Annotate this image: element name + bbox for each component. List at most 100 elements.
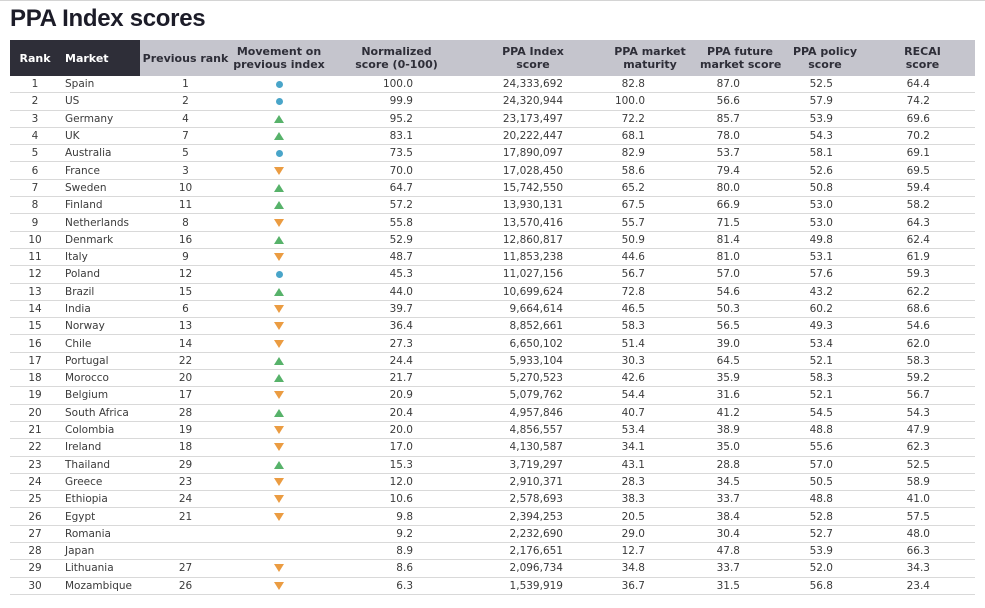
cell-normalized: 99.9 xyxy=(327,92,466,111)
cell-recai: 69.5 xyxy=(870,161,975,180)
cell-normalized: 52.9 xyxy=(327,231,466,249)
cell-market: Poland xyxy=(60,265,140,284)
table-row: 25 Ethiopia 24 10.6 2,578,693 38.3 33.7 48.8 41.… xyxy=(10,490,975,509)
cell-ppa_index: 2,394,253 xyxy=(466,507,600,526)
table-row: 29 Lithuania 27 8.6 2,096,734 34.8 33.7 52.0 34.… xyxy=(10,559,975,578)
cell-market: Australia xyxy=(60,144,140,163)
cell-maturity: 58.3 xyxy=(600,317,700,336)
table-row: 13 Brazil 15 44.0 10,699,624 72.8 54.6 43.2 62.2 xyxy=(10,283,975,301)
cell-rank: 4 xyxy=(10,127,60,146)
cell-movement xyxy=(231,490,327,509)
cell-recai: 66.3 xyxy=(870,542,975,561)
movement-down-icon xyxy=(274,322,284,331)
cell-recai: 62.4 xyxy=(870,231,975,249)
header-future: PPA future market score xyxy=(700,40,781,76)
cell-future: 47.8 xyxy=(700,542,780,561)
cell-future: 31.5 xyxy=(700,577,780,595)
cell-ppa_index: 5,079,762 xyxy=(466,386,600,405)
cell-maturity: 46.5 xyxy=(600,300,700,319)
cell-maturity: 67.5 xyxy=(600,196,700,215)
cell-previous_rank: 20 xyxy=(140,369,231,388)
cell-ppa_index: 17,028,450 xyxy=(466,161,600,180)
cell-previous_rank xyxy=(140,542,231,561)
cell-market: Netherlands xyxy=(60,213,140,232)
cell-recai: 56.7 xyxy=(870,386,975,405)
table-row: 1 Spain 1 100.0 24,333,692 82.8 87.0 52.5 64.4 xyxy=(10,76,975,94)
cell-policy: 57.6 xyxy=(780,265,870,284)
cell-future: 41.2 xyxy=(700,404,780,422)
cell-future: 34.5 xyxy=(700,473,780,492)
cell-rank: 16 xyxy=(10,334,60,353)
cell-previous_rank: 29 xyxy=(140,456,231,474)
cell-rank: 12 xyxy=(10,265,60,284)
cell-maturity: 34.1 xyxy=(600,438,700,457)
cell-normalized: 12.0 xyxy=(327,473,466,492)
cell-movement xyxy=(231,456,327,474)
cell-recai: 41.0 xyxy=(870,490,975,509)
cell-ppa_index: 2,578,693 xyxy=(466,490,600,509)
table-row: 19 Belgium 17 20.9 5,079,762 54.4 31.6 52.1 56.7 xyxy=(10,386,975,405)
cell-recai: 59.3 xyxy=(870,265,975,284)
cell-previous_rank: 15 xyxy=(140,283,231,301)
movement-down-icon xyxy=(274,253,284,262)
cell-recai: 62.0 xyxy=(870,334,975,353)
cell-normalized: 15.3 xyxy=(327,456,466,474)
cell-movement xyxy=(231,473,327,492)
cell-rank: 10 xyxy=(10,231,60,249)
cell-maturity: 36.7 xyxy=(600,577,700,595)
cell-policy: 54.3 xyxy=(780,127,870,146)
table-row: 28 Japan 8.9 2,176,651 12.7 47.8 53.9 66.3 xyxy=(10,542,975,561)
cell-recai: 59.4 xyxy=(870,179,975,198)
cell-ppa_index: 4,856,557 xyxy=(466,421,600,440)
cell-recai: 54.3 xyxy=(870,404,975,422)
cell-ppa_index: 13,570,416 xyxy=(466,213,600,232)
cell-recai: 52.5 xyxy=(870,456,975,474)
cell-ppa_index: 17,890,097 xyxy=(466,144,600,163)
cell-rank: 5 xyxy=(10,144,60,163)
cell-normalized: 45.3 xyxy=(327,265,466,284)
cell-policy: 48.8 xyxy=(780,490,870,509)
cell-previous_rank: 14 xyxy=(140,334,231,353)
cell-movement xyxy=(231,542,327,561)
cell-market: Ethiopia xyxy=(60,490,140,509)
cell-policy: 57.0 xyxy=(780,456,870,474)
cell-recai: 58.3 xyxy=(870,352,975,371)
table-row: 24 Greece 23 12.0 2,910,371 28.3 34.5 50.5 58.9 xyxy=(10,473,975,492)
cell-policy: 52.1 xyxy=(780,352,870,371)
cell-movement xyxy=(231,179,327,198)
cell-ppa_index: 24,320,944 xyxy=(466,92,600,111)
movement-up-icon xyxy=(274,132,284,141)
cell-market: Romania xyxy=(60,525,140,544)
cell-movement xyxy=(231,144,327,163)
cell-previous_rank: 4 xyxy=(140,110,231,128)
table-row: 17 Portugal 22 24.4 5,933,104 30.3 64.5 52.1 58.… xyxy=(10,352,975,371)
cell-previous_rank: 9 xyxy=(140,248,231,267)
cell-policy: 52.8 xyxy=(780,507,870,526)
cell-maturity: 30.3 xyxy=(600,352,700,371)
cell-ppa_index: 11,027,156 xyxy=(466,265,600,284)
table-row: 21 Colombia 19 20.0 4,856,557 53.4 38.9 48.8 47.… xyxy=(10,421,975,440)
cell-previous_rank: 18 xyxy=(140,438,231,457)
movement-same-icon xyxy=(275,270,283,278)
cell-normalized: 20.4 xyxy=(327,404,466,422)
cell-market: Mozambique xyxy=(60,577,140,595)
cell-policy: 60.2 xyxy=(780,300,870,319)
cell-future: 56.5 xyxy=(700,317,780,336)
cell-policy: 52.5 xyxy=(780,76,870,94)
cell-recai: 34.3 xyxy=(870,559,975,578)
cell-recai: 64.3 xyxy=(870,213,975,232)
cell-ppa_index: 20,222,447 xyxy=(466,127,600,146)
cell-market: Chile xyxy=(60,334,140,353)
table-row: 10 Denmark 16 52.9 12,860,817 50.9 81.4 49.8 62.… xyxy=(10,231,975,249)
cell-future: 78.0 xyxy=(700,127,780,146)
cell-market: US xyxy=(60,92,140,111)
cell-ppa_index: 11,853,238 xyxy=(466,248,600,267)
cell-previous_rank: 8 xyxy=(140,213,231,232)
cell-market: UK xyxy=(60,127,140,146)
cell-policy: 43.2 xyxy=(780,283,870,301)
cell-policy: 49.3 xyxy=(780,317,870,336)
cell-normalized: 10.6 xyxy=(327,490,466,509)
cell-ppa_index: 4,957,846 xyxy=(466,404,600,422)
cell-market: Sweden xyxy=(60,179,140,198)
table-row: 2 US 2 99.9 24,320,944 100.0 56.6 57.9 74.2 xyxy=(10,92,975,111)
